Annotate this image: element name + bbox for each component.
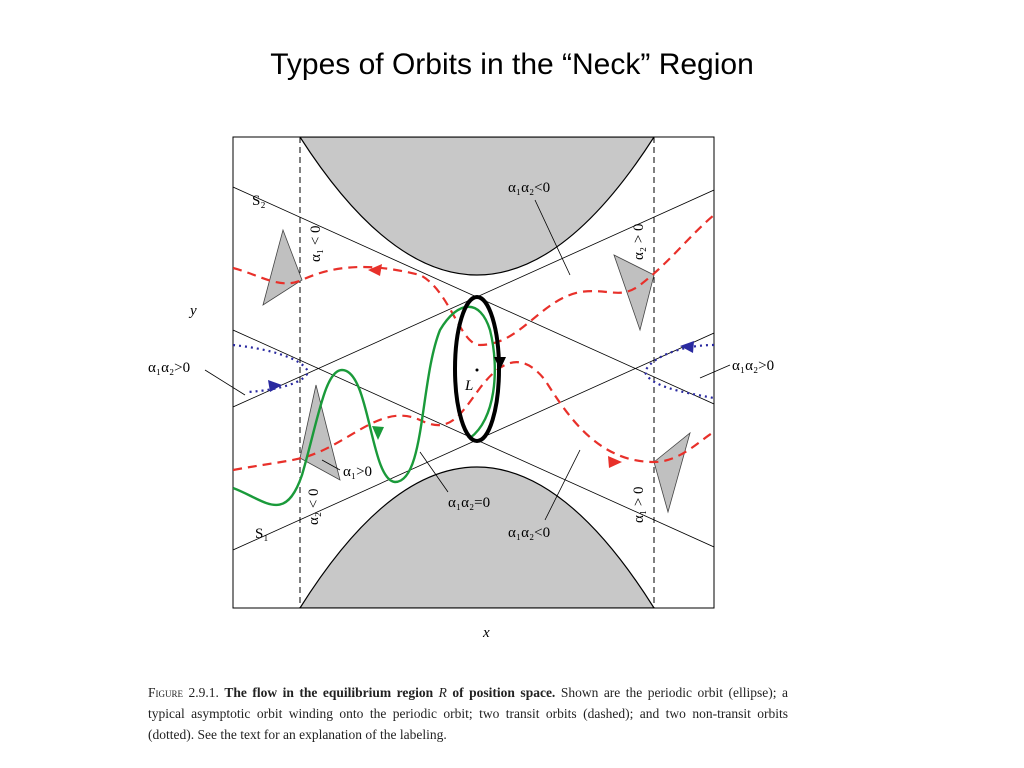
label: y: [188, 303, 197, 319]
equilibrium-point: [475, 368, 479, 372]
figure-number: Figure 2.9.1.: [148, 685, 219, 700]
label: S₂: [252, 193, 266, 209]
asymptotic-orbit: [233, 305, 497, 507]
arrow: [368, 264, 382, 276]
periodic-orbit: [453, 295, 501, 443]
caption-bold: of position space.: [452, 685, 556, 700]
label: α₁ > 0: [631, 486, 647, 523]
arrow: [268, 380, 282, 392]
arrow: [608, 456, 622, 468]
caption-text: Shown are the periodic orbit (ellipse); …: [148, 685, 788, 742]
caption-region: R: [438, 685, 447, 700]
label: α₁α₂=0: [448, 495, 490, 511]
slide-title: Types of Orbits in the “Neck” Region: [270, 48, 754, 81]
label: α₁>0: [343, 464, 372, 480]
diagram: S₂ S₁ y x L α₁α₂<0 α₁α₂>0 α₁α₂>0 α₁>0 α₁…: [148, 136, 774, 641]
label: α₂ < 0: [306, 488, 322, 525]
forbidden-region-top: [299, 137, 655, 276]
arrow: [680, 341, 694, 353]
label: x: [482, 625, 490, 641]
label: α₁α₂>0: [732, 358, 774, 374]
label: α₁α₂>0: [148, 360, 190, 376]
label: α₂ > 0: [631, 223, 647, 260]
label: α₁α₂<0: [508, 180, 550, 196]
label: α₁ < 0: [308, 225, 324, 262]
caption-bold: The flow in the equilibrium region: [224, 685, 434, 700]
transit-orbit-lower: [233, 361, 714, 472]
arrow: [372, 426, 384, 440]
arrow: [494, 357, 506, 370]
label: L: [464, 378, 473, 394]
label: S₁: [255, 526, 269, 542]
transit-orbit-upper: [233, 214, 714, 347]
label-leaders: [204, 199, 731, 521]
forbidden-region-bottom: [299, 466, 655, 608]
label: α₁α₂<0: [508, 525, 550, 541]
caption: Figure 2.9.1. The flow in the equilibriu…: [148, 682, 788, 745]
